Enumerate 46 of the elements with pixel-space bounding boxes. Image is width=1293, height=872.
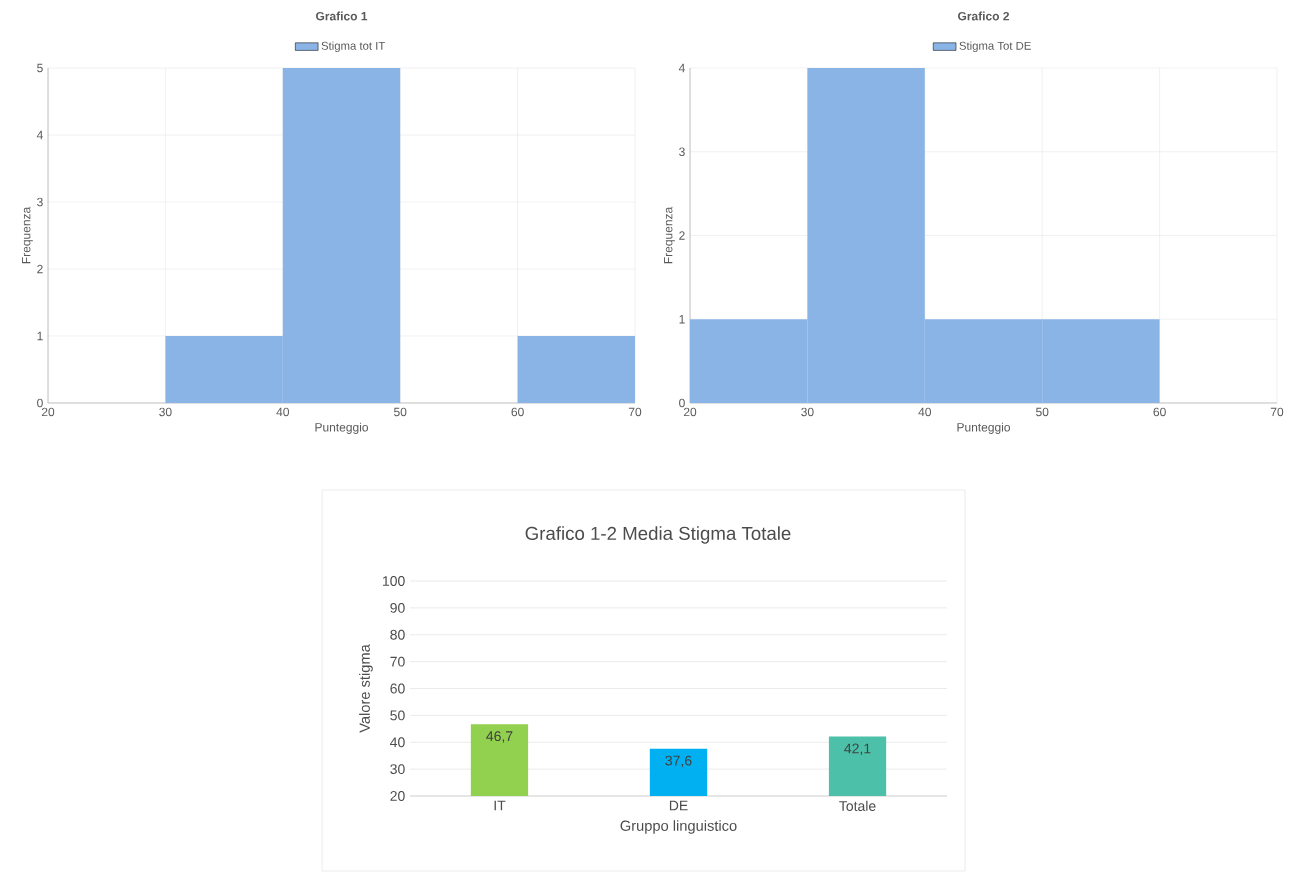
y-tick-label: 2 — [37, 264, 43, 274]
y-tick-label: 3 — [679, 147, 685, 157]
y-tick-label: 3 — [37, 197, 43, 207]
x-tick-label: 70 — [1270, 407, 1284, 417]
y-tick-label: 5 — [37, 63, 43, 73]
y-tick-label: 0 — [37, 398, 43, 408]
y-tick-label: 30 — [390, 764, 405, 775]
y-axis-title: Frequenza — [22, 206, 33, 264]
x-tick-label: 40 — [276, 407, 290, 417]
x-tick-label: Totale — [839, 800, 876, 811]
data-label: 42,1 — [844, 743, 871, 756]
y-axis-title: Valore stigma — [359, 644, 373, 733]
legend-label: Stigma tot IT — [321, 41, 386, 53]
y-tick-label: 50 — [390, 710, 405, 721]
x-tick-label: 60 — [1153, 407, 1166, 417]
y-tick-label: 4 — [36, 130, 43, 140]
y-tick-label: 1 — [679, 315, 685, 324]
chart-title: Grafico 2 — [958, 11, 1010, 21]
x-tick-label: 50 — [1036, 407, 1049, 417]
y-tick-label: 60 — [390, 683, 405, 694]
x-tick-label: 30 — [801, 407, 814, 417]
y-axis-title: Frequenza — [664, 206, 675, 264]
y-tick-label: 2 — [679, 231, 685, 240]
x-tick-label: 40 — [918, 407, 932, 417]
legend-label: Stigma Tot DE — [959, 41, 1031, 53]
y-tick-label: 4 — [678, 63, 685, 73]
x-tick-label: 60 — [511, 407, 524, 417]
chart-title: Grafico 1-2 Media Stigma Totale — [525, 526, 791, 544]
y-tick-label: 90 — [390, 602, 405, 613]
y-tick-label: 40 — [390, 737, 405, 748]
x-axis-title: Gruppo linguistico — [620, 820, 737, 834]
data-label: 37,6 — [665, 755, 692, 768]
y-tick-label: 0 — [679, 398, 685, 408]
y-tick-label: 70 — [390, 656, 405, 667]
y-tick-label: 1 — [37, 331, 43, 341]
data-label: 46,7 — [486, 731, 513, 743]
x-axis-title: Punteggio — [957, 422, 1011, 434]
x-tick-label: 70 — [628, 407, 642, 417]
y-tick-label: 80 — [390, 629, 405, 640]
x-tick-label: 30 — [159, 407, 172, 417]
x-tick-label: IT — [494, 800, 506, 811]
y-tick-label: 100 — [383, 576, 405, 586]
chart-title: Grafico 1 — [316, 11, 368, 21]
x-tick-label: DE — [669, 800, 688, 811]
x-axis-title: Punteggio — [315, 422, 369, 434]
y-tick-label: 20 — [390, 791, 405, 801]
